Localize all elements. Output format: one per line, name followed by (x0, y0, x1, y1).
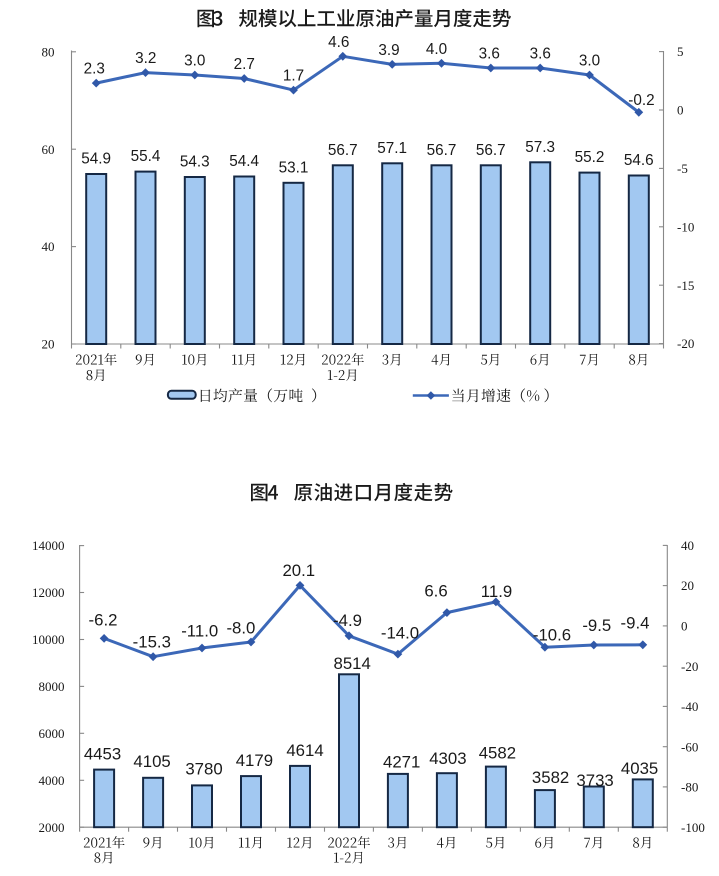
svg-text:-20: -20 (681, 659, 698, 674)
svg-text:4.0: 4.0 (426, 41, 447, 58)
svg-text:4035: 4035 (621, 759, 658, 778)
svg-text:10000: 10000 (32, 632, 65, 647)
svg-text:11.9: 11.9 (481, 582, 512, 601)
svg-text:4303: 4303 (429, 749, 466, 768)
svg-text:3582: 3582 (532, 768, 569, 787)
svg-text:-100: -100 (681, 820, 705, 835)
svg-text:-11.0: -11.0 (181, 622, 218, 641)
svg-text:20.1: 20.1 (282, 561, 315, 580)
svg-text:20: 20 (681, 578, 694, 593)
svg-text:-15.3: -15.3 (133, 632, 171, 651)
svg-text:-4.9: -4.9 (333, 611, 362, 630)
svg-text:40: 40 (681, 538, 694, 553)
svg-text:-10.6: -10.6 (533, 625, 571, 644)
svg-text:-9.5: -9.5 (582, 616, 611, 635)
svg-text:53.1: 53.1 (279, 159, 309, 176)
svg-text:3.2: 3.2 (135, 50, 156, 67)
svg-text:-80: -80 (681, 780, 698, 795)
svg-text:54.4: 54.4 (229, 153, 259, 170)
svg-text:57.3: 57.3 (525, 139, 555, 156)
svg-text:54.3: 54.3 (180, 154, 210, 171)
svg-text:12000: 12000 (32, 585, 65, 600)
svg-text:80: 80 (42, 44, 55, 59)
svg-text:4179: 4179 (236, 751, 273, 770)
svg-text:-6.2: -6.2 (89, 611, 118, 630)
svg-text:2000: 2000 (39, 820, 65, 835)
svg-text:4.6: 4.6 (328, 34, 349, 51)
svg-text:3.6: 3.6 (530, 46, 551, 63)
svg-text:4271: 4271 (383, 752, 420, 771)
svg-text:-5: -5 (677, 161, 688, 176)
svg-text:40: 40 (42, 239, 55, 254)
svg-text:60: 60 (42, 142, 55, 157)
svg-text:55.2: 55.2 (575, 149, 605, 166)
svg-text:14000: 14000 (32, 538, 65, 553)
svg-text:-14.0: -14.0 (381, 623, 419, 642)
svg-text:57.1: 57.1 (377, 140, 407, 157)
svg-text:5: 5 (677, 44, 684, 59)
svg-text:-10: -10 (677, 219, 694, 234)
svg-text:-15: -15 (677, 278, 694, 293)
svg-text:54.9: 54.9 (81, 151, 111, 168)
svg-text:4000: 4000 (39, 773, 65, 788)
svg-text:56.7: 56.7 (328, 142, 358, 159)
svg-text:56.7: 56.7 (476, 142, 506, 159)
svg-text:4105: 4105 (133, 752, 170, 771)
svg-text:2.7: 2.7 (234, 56, 255, 73)
svg-text:54.6: 54.6 (624, 152, 654, 169)
svg-text:-8.0: -8.0 (226, 618, 255, 637)
svg-text:56.7: 56.7 (427, 142, 457, 159)
svg-text:-40: -40 (681, 699, 698, 714)
svg-text:8514: 8514 (334, 654, 371, 673)
svg-text:1.7: 1.7 (283, 68, 304, 85)
svg-text:3.0: 3.0 (184, 53, 205, 70)
svg-text:-9.4: -9.4 (621, 614, 650, 633)
svg-text:8000: 8000 (39, 679, 65, 694)
svg-text:3780: 3780 (185, 760, 222, 779)
svg-text:3.6: 3.6 (479, 46, 500, 63)
svg-text:-60: -60 (681, 739, 698, 754)
svg-text:-20: -20 (677, 336, 694, 351)
svg-text:-0.2: -0.2 (628, 92, 654, 109)
svg-text:3733: 3733 (576, 771, 613, 790)
svg-text:3.0: 3.0 (579, 53, 600, 70)
svg-text:55.4: 55.4 (131, 148, 161, 165)
svg-text:2.3: 2.3 (84, 61, 105, 78)
svg-text:0: 0 (677, 103, 684, 118)
svg-text:4614: 4614 (286, 741, 323, 760)
svg-text:6.6: 6.6 (424, 581, 447, 600)
svg-text:4582: 4582 (479, 743, 516, 762)
svg-text:0: 0 (681, 619, 688, 634)
svg-text:20: 20 (42, 337, 55, 352)
svg-text:4453: 4453 (84, 745, 121, 764)
svg-text:6000: 6000 (39, 726, 65, 741)
svg-text:3.9: 3.9 (378, 42, 399, 59)
